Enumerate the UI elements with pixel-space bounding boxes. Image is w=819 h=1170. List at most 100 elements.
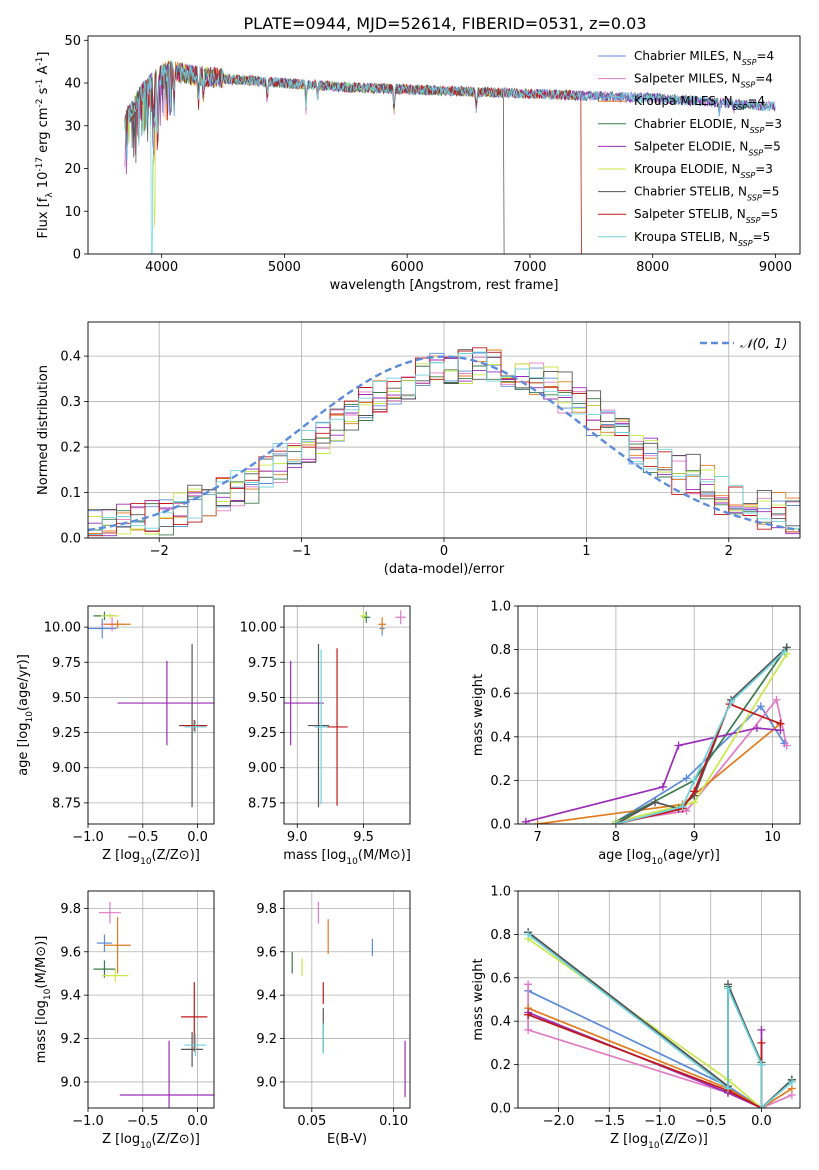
errorbar-point [284, 660, 324, 746]
legend-label: Kroupa STELIB, NSSP=5 [634, 230, 770, 248]
weight-marker [611, 820, 620, 824]
x-tick-label: 0.0 [187, 1114, 208, 1129]
x-tick-label: 7000 [513, 260, 546, 275]
x-axis-label: wavelength [Angstrom, rest frame] [330, 278, 559, 293]
errorbar-point [395, 610, 407, 625]
y-tick-label: 9.8 [60, 902, 81, 917]
axes-frame [283, 605, 411, 825]
errorbar-point [314, 649, 328, 805]
errorbar-point [359, 611, 368, 621]
chart-weight_vs_Z: −2.0 −1.5 −1.0 −0.5 0.0 0.0 0.2 0.4 0.6 0.8 1.0 Z [… [471, 885, 801, 1151]
x-axis-label: age [log10(age/yr)] [598, 848, 720, 867]
errorbar-point [96, 934, 113, 952]
x-axis-label: Z [log10(Z/Z⊙)] [102, 848, 200, 867]
weight-marker [757, 1104, 766, 1108]
x-tick-label: 9 [690, 830, 698, 845]
y-tick-label: 9.4 [256, 989, 277, 1004]
axes-frame [517, 890, 801, 1109]
weight-marker [757, 1038, 766, 1047]
errorbar-point [307, 643, 330, 808]
plot-area [291, 901, 406, 1098]
x-tick-label: −0.5 [695, 1114, 727, 1129]
weight-marker [678, 802, 687, 811]
x-tick-label: 4000 [145, 260, 178, 275]
y-tick-label: 10.00 [44, 621, 81, 636]
x-tick-label: −0.5 [127, 830, 159, 845]
axes-frame [517, 605, 801, 825]
x-tick-label: 0.0 [751, 1114, 772, 1129]
x-tick-label: 1 [582, 544, 590, 559]
weight-marker [772, 695, 781, 704]
axes-frame [283, 890, 411, 1109]
x-axis-label: (data-model)/error [384, 562, 505, 577]
y-tick-label: 9.0 [256, 1075, 277, 1090]
y-tick-label: 9.4 [60, 989, 81, 1004]
chart-mass_vs_ebv: 0.05 0.10 9.0 9.2 9.4 9.6 9.8 E(B-V) [256, 890, 411, 1147]
y-tick-label: 0.6 [490, 687, 511, 702]
weight-marker [524, 980, 533, 989]
legend-label: Chabrier ELODIE, NSSP=3 [634, 117, 782, 135]
errorbar-point [119, 1040, 214, 1108]
y-tick-label: 9.50 [248, 691, 277, 706]
plot-area [524, 928, 796, 1108]
legend-label: Kroupa MILES, NSSP=4 [634, 94, 765, 112]
y-tick-label: 0.0 [60, 532, 81, 547]
weight-marker [690, 776, 699, 785]
x-tick-label: 9000 [759, 260, 792, 275]
x-tick-label: −1.0 [72, 1114, 104, 1129]
y-tick-label: 9.8 [256, 902, 277, 917]
x-tick-label: −2.0 [543, 1114, 575, 1129]
x-tick-label: 2 [725, 544, 733, 559]
weight-marker [776, 719, 785, 728]
y-tick-label: 0.2 [490, 774, 511, 789]
y-tick-label: 8.75 [248, 796, 277, 811]
x-tick-label: −1.0 [644, 1114, 676, 1129]
y-axis-label: Normed distribution [36, 365, 51, 495]
weight-marker [757, 1060, 766, 1069]
y-tick-label: 9.50 [52, 691, 81, 706]
y-tick-label: 40 [64, 77, 81, 92]
weight-marker [727, 697, 736, 706]
errorbar-point [184, 1034, 207, 1056]
legend: Chabrier MILES, NSSP=4 Salpeter MILES, NS… [598, 49, 782, 247]
spectrum-line [124, 60, 582, 254]
y-tick-label: 0.0 [490, 818, 511, 833]
y-tick-label: 10.00 [240, 621, 277, 636]
errorbar-point [181, 719, 208, 732]
axes-frame [87, 605, 215, 825]
x-axis-label: E(B-V) [327, 1132, 367, 1147]
y-tick-label: 9.75 [248, 656, 277, 671]
y-tick-label: 0.3 [60, 395, 81, 410]
x-tick-label: 5000 [268, 260, 301, 275]
weight-line [527, 933, 793, 1108]
y-tick-label: 1.0 [490, 885, 511, 900]
y-tick-label: 0.2 [490, 1058, 511, 1073]
y-tick-label: 9.25 [248, 726, 277, 741]
spectrum-line [124, 59, 776, 254]
chart-spectrum: 4000 5000 6000 7000 8000 9000 0 10 20 30 40 50 wavel… [35, 34, 801, 293]
y-tick-label: 9.00 [52, 761, 81, 776]
weight-marker [723, 1084, 732, 1093]
weight-marker [752, 724, 761, 733]
x-tick-label: 0.05 [297, 1114, 326, 1129]
y-tick-label: 0.1 [60, 486, 81, 501]
plot-area [93, 901, 214, 1108]
errorbar-point [101, 613, 119, 619]
y-tick-label: 1.0 [490, 600, 511, 615]
legend-label: Chabrier STELIB, NSSP=5 [634, 185, 779, 203]
y-tick-label: 0.4 [490, 1015, 511, 1030]
y-tick-label: 9.2 [60, 1032, 81, 1047]
x-axis-label: mass [log10(M/M⊙)] [283, 848, 411, 867]
plot-area [284, 610, 407, 808]
y-tick-label: 0.4 [60, 350, 81, 365]
y-axis-label: Flux [fλ 10-17 erg cm-2 s-1 A-1] [35, 52, 55, 239]
x-tick-label: 9.5 [353, 830, 374, 845]
weight-marker [524, 1010, 533, 1019]
axes-frame [87, 890, 215, 1109]
x-tick-label: 9.0 [287, 830, 308, 845]
x-tick-label: 0.0 [187, 830, 208, 845]
x-tick-label: −1 [292, 544, 311, 559]
x-tick-label: 8 [612, 830, 620, 845]
weight-line [615, 704, 786, 823]
